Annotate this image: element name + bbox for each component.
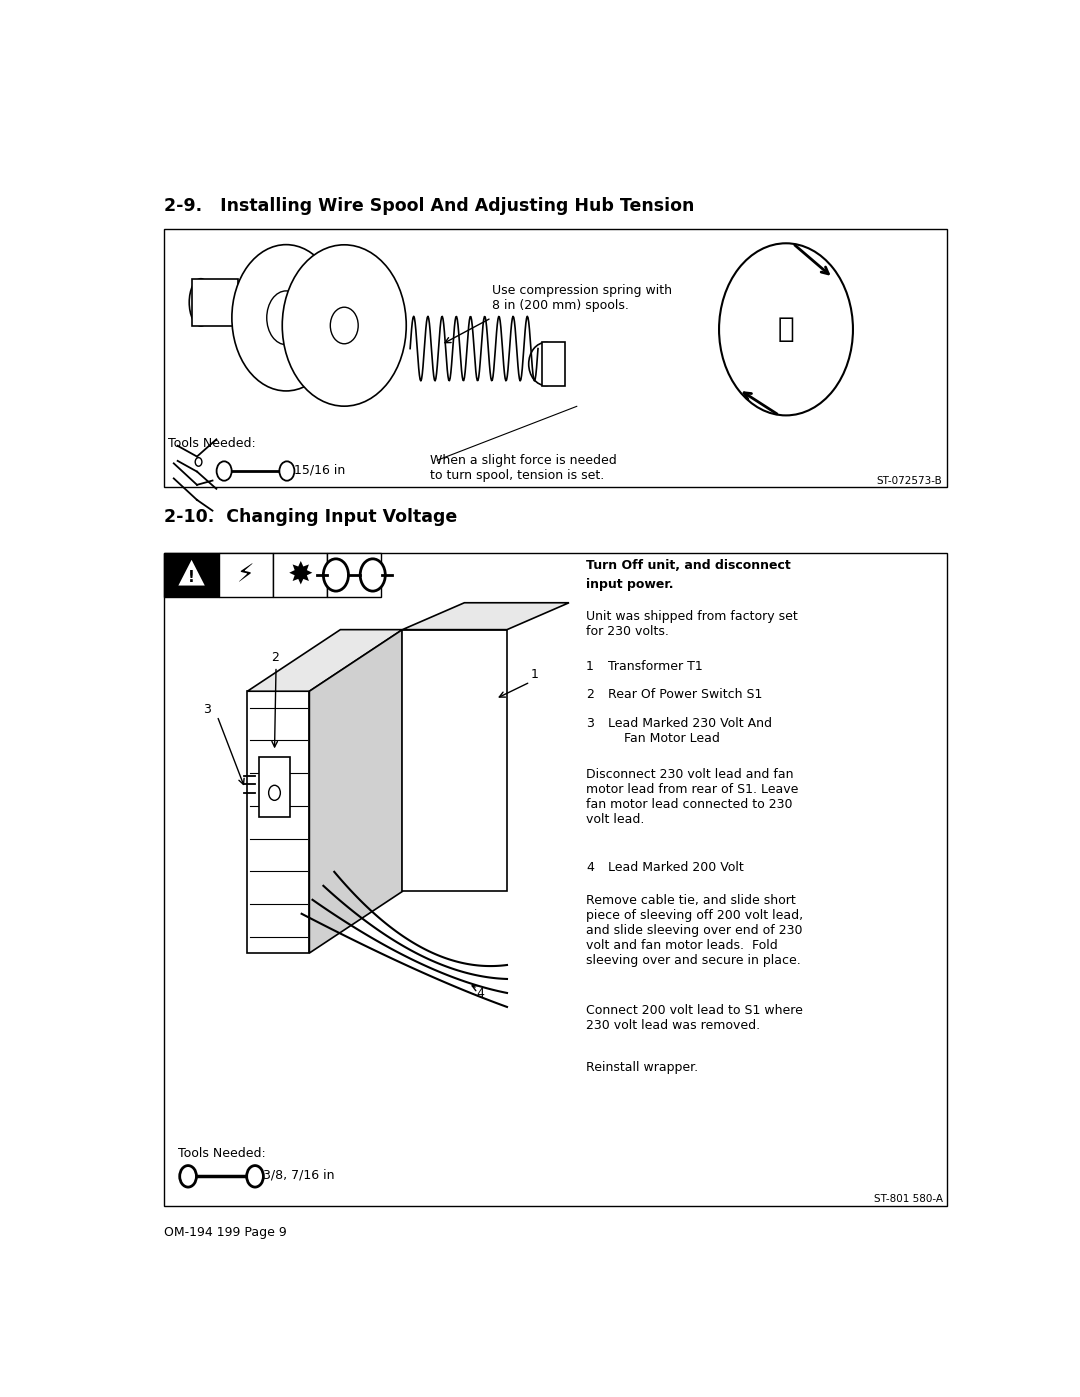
Text: Lead Marked 200 Volt: Lead Marked 200 Volt	[608, 861, 743, 873]
Text: 2-9.   Installing Wire Spool And Adjusting Hub Tension: 2-9. Installing Wire Spool And Adjusting…	[164, 197, 694, 215]
Ellipse shape	[267, 291, 306, 345]
Text: input power.: input power.	[586, 578, 674, 591]
Text: Tools Needed:: Tools Needed:	[167, 437, 255, 450]
Ellipse shape	[330, 307, 359, 344]
Text: ST-801 580-A: ST-801 580-A	[874, 1194, 943, 1204]
Circle shape	[361, 559, 386, 591]
Bar	[164, 229, 947, 488]
Bar	[164, 553, 947, 1206]
Polygon shape	[309, 630, 403, 953]
Text: 3: 3	[586, 717, 594, 729]
Text: Remove cable tie, and slide short
piece of sleeving off 200 volt lead,
and slide: Remove cable tie, and slide short piece …	[586, 894, 804, 967]
Text: ST-072573-B: ST-072573-B	[877, 475, 943, 486]
Bar	[218, 553, 273, 598]
Ellipse shape	[282, 244, 406, 407]
Bar	[273, 553, 327, 598]
Text: 3: 3	[203, 703, 211, 717]
Bar	[191, 279, 238, 326]
Polygon shape	[403, 602, 569, 630]
Text: 2: 2	[271, 651, 279, 664]
Circle shape	[246, 1165, 264, 1187]
Bar	[164, 553, 218, 598]
Ellipse shape	[529, 342, 563, 386]
Circle shape	[179, 1165, 197, 1187]
Circle shape	[269, 785, 281, 800]
Text: 3/8, 7/16 in: 3/8, 7/16 in	[262, 1168, 335, 1182]
Circle shape	[323, 559, 349, 591]
Polygon shape	[177, 557, 206, 587]
Text: Use compression spring with
8 in (200 mm) spools.: Use compression spring with 8 in (200 mm…	[491, 285, 672, 313]
Text: 2-10.  Changing Input Voltage: 2-10. Changing Input Voltage	[164, 509, 458, 527]
Text: 🔧: 🔧	[778, 316, 794, 344]
Text: Unit was shipped from factory set
for 230 volts.: Unit was shipped from factory set for 23…	[586, 610, 798, 638]
Text: When a slight force is needed
to turn spool, tension is set.: When a slight force is needed to turn sp…	[430, 454, 617, 482]
Text: OM-194 199 Page 9: OM-194 199 Page 9	[164, 1227, 287, 1239]
Circle shape	[217, 461, 231, 481]
Text: Lead Marked 230 Volt And
    Fan Motor Lead: Lead Marked 230 Volt And Fan Motor Lead	[608, 717, 772, 745]
Bar	[327, 553, 381, 598]
Text: Connect 200 volt lead to S1 where
230 volt lead was removed.: Connect 200 volt lead to S1 where 230 vo…	[586, 1004, 802, 1032]
Text: 4: 4	[476, 988, 484, 1000]
Text: 1: 1	[530, 668, 538, 680]
Text: Reinstall wrapper.: Reinstall wrapper.	[586, 1062, 698, 1074]
Circle shape	[280, 461, 295, 481]
Bar	[259, 757, 291, 817]
Circle shape	[195, 458, 202, 467]
Text: ✸: ✸	[287, 560, 313, 590]
Text: 1: 1	[586, 659, 594, 673]
Circle shape	[719, 243, 853, 415]
Text: 4: 4	[586, 861, 594, 873]
Polygon shape	[247, 630, 403, 692]
Text: Tools Needed:: Tools Needed:	[177, 1147, 266, 1160]
Bar	[247, 692, 309, 953]
Text: 2: 2	[586, 689, 594, 701]
Ellipse shape	[235, 279, 259, 326]
Bar	[542, 342, 565, 386]
Ellipse shape	[189, 279, 213, 326]
Text: 15/16 in: 15/16 in	[294, 464, 346, 476]
Text: ⚡: ⚡	[238, 563, 255, 587]
Text: Turn Off unit, and disconnect: Turn Off unit, and disconnect	[586, 559, 791, 571]
Text: Rear Of Power Switch S1: Rear Of Power Switch S1	[608, 689, 762, 701]
Text: !: !	[188, 570, 195, 584]
Text: Disconnect 230 volt lead and fan
motor lead from rear of S1. Leave
fan motor lea: Disconnect 230 volt lead and fan motor l…	[586, 768, 798, 826]
Text: Transformer T1: Transformer T1	[608, 659, 702, 673]
Polygon shape	[403, 630, 507, 891]
Ellipse shape	[232, 244, 340, 391]
